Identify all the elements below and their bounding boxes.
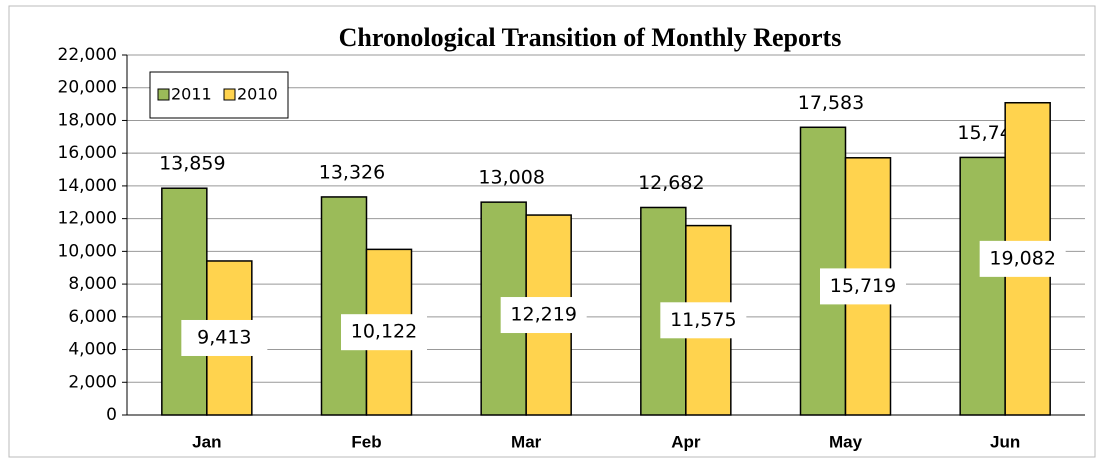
y-tick-label: 18,000 bbox=[58, 110, 117, 130]
chart-frame bbox=[8, 5, 1096, 458]
bar bbox=[161, 187, 208, 416]
legend-swatch bbox=[223, 88, 236, 101]
data-label: 13,008 bbox=[478, 167, 544, 189]
y-tick-label: 0 bbox=[106, 405, 117, 425]
data-label: 11,575 bbox=[670, 309, 736, 331]
data-label: 13,326 bbox=[319, 161, 385, 183]
y-tick-label: 22,000 bbox=[58, 45, 117, 65]
y-tick-label: 20,000 bbox=[58, 78, 117, 98]
data-label-box bbox=[660, 302, 747, 339]
x-tick-label: Mar bbox=[511, 432, 542, 451]
y-tick-label: 10,000 bbox=[58, 241, 117, 261]
y-tick-label: 2,000 bbox=[68, 372, 117, 392]
legend-swatch bbox=[157, 88, 170, 101]
x-tick-label: Apr bbox=[671, 432, 701, 451]
y-tick-label: 16,000 bbox=[58, 143, 117, 163]
y-tick-label: 6,000 bbox=[68, 307, 117, 327]
y-tick-label: 14,000 bbox=[58, 176, 117, 196]
x-tick-label: Jan bbox=[192, 432, 221, 451]
x-tick-label: Jun bbox=[990, 432, 1020, 451]
data-label-box bbox=[181, 319, 268, 356]
legend-label: 2010 bbox=[237, 85, 278, 104]
data-label: 12,219 bbox=[510, 304, 576, 326]
data-label: 17,583 bbox=[798, 92, 864, 114]
y-tick-label: 12,000 bbox=[58, 209, 117, 229]
data-label: 9,413 bbox=[197, 326, 251, 348]
data-label: 19,082 bbox=[989, 247, 1055, 269]
data-label: 10,122 bbox=[351, 321, 417, 343]
legend-label: 2011 bbox=[171, 85, 212, 104]
data-label-box bbox=[500, 297, 587, 334]
data-label: 12,682 bbox=[638, 172, 704, 194]
data-label: 13,859 bbox=[159, 153, 225, 175]
legend-box bbox=[149, 71, 289, 119]
data-label: 15,719 bbox=[830, 275, 896, 297]
data-label-box bbox=[341, 314, 427, 351]
y-tick-label: 4,000 bbox=[68, 340, 117, 360]
x-tick-label: Feb bbox=[351, 432, 381, 451]
data-label-box bbox=[820, 268, 906, 305]
bar bbox=[320, 196, 368, 416]
bar bbox=[959, 156, 1006, 416]
chart-title: Chronological Transition of Monthly Repo… bbox=[339, 23, 842, 52]
data-label-box bbox=[979, 240, 1066, 277]
y-tick-label: 8,000 bbox=[68, 274, 117, 294]
x-tick-label: May bbox=[829, 432, 863, 451]
